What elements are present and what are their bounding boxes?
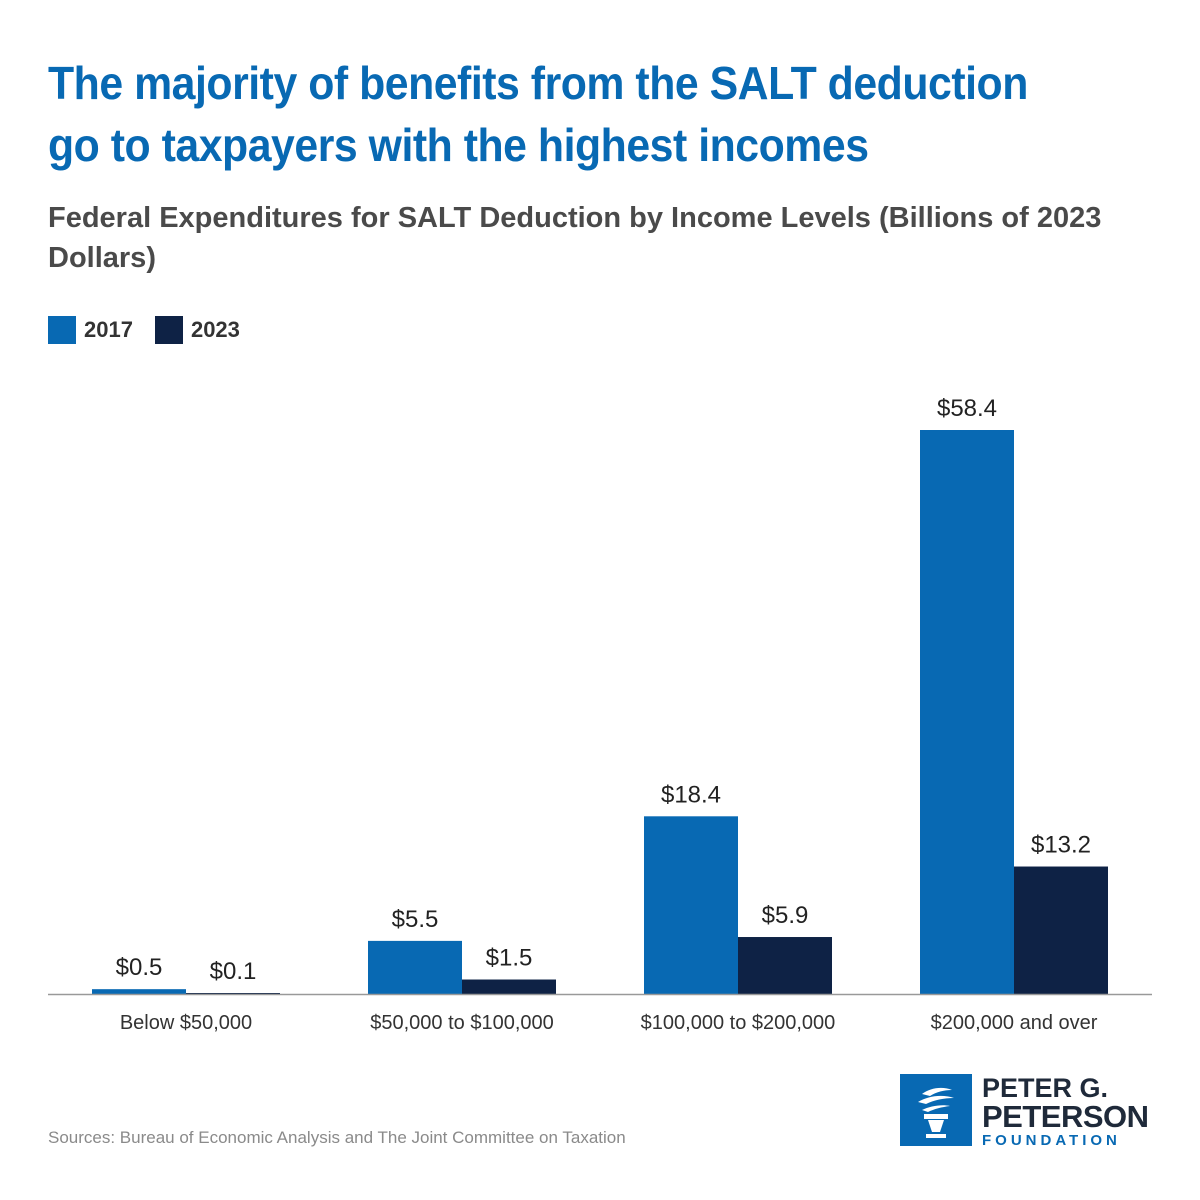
bar-2017-100-000-to-200-000: [644, 816, 738, 994]
bar-2023-50-000-to-100-000: [462, 979, 556, 994]
bar-2023-100-000-to-200-000: [738, 937, 832, 994]
x-tick-label-200-000-and-over: $200,000 and over: [931, 1012, 1098, 1034]
logo-wordmark: PETER G. PETERSON FOUNDATION: [982, 1074, 1162, 1150]
bar-2017-50-000-to-100-000: [368, 940, 462, 994]
bar-chart: $0.5 $5.5 $18.4 $58.4 $0.1 $1.5 $5.9 $13.2 Below…: [48, 395, 1152, 1034]
legend-swatch-2017: [48, 316, 76, 344]
data-label-2017-50-000-to-100-000: $5.5: [392, 906, 439, 933]
chart-subtitle: Federal Expenditures for SALT Deduction …: [48, 202, 1102, 274]
x-tick-label-100-000-to-200-000: $100,000 to $200,000: [641, 1012, 836, 1034]
peterson-logo: PETER G. PETERSON FOUNDATION: [900, 1074, 1160, 1150]
logo-line-2: PETERSON: [982, 1099, 1149, 1134]
legend-item-2017: 2017: [48, 316, 133, 344]
x-tick-label-50-000-to-100-000: $50,000 to $100,000: [370, 1012, 554, 1034]
data-label-2023-200-000-and-over: $13.2: [1031, 832, 1091, 859]
legend-item-2023: 2023: [154, 316, 240, 344]
source-note: Sources: Bureau of Economic Analysis and…: [48, 1128, 626, 1147]
data-label-2017-200-000-and-over: $58.4: [937, 395, 997, 422]
legend-label-2017: 2017: [84, 317, 133, 342]
legend: 2017 2023: [48, 316, 262, 344]
bar-2017-below-50-000: [92, 989, 186, 994]
logo-line-3: FOUNDATION: [982, 1132, 1121, 1149]
bar-2017-200-000-and-over: [920, 430, 1014, 994]
data-label-2023-50-000-to-100-000: $1.5: [486, 945, 533, 972]
bar-2023-200-000-and-over: [1014, 866, 1108, 994]
torch-icon: [900, 1074, 972, 1146]
data-label-2023-100-000-to-200-000: $5.9: [762, 902, 809, 929]
bar-2023-below-50-000: [186, 993, 280, 994]
data-label-2017-below-50-000: $0.5: [116, 954, 163, 981]
legend-label-2023: 2023: [190, 317, 240, 342]
data-label-2023-below-50-000: $0.1: [210, 958, 257, 985]
legend-swatch-2023: [154, 316, 183, 344]
data-label-2017-100-000-to-200-000: $18.4: [661, 781, 721, 808]
logo-line-1: PETER G.: [982, 1073, 1109, 1103]
x-tick-label-below-50-000: Below $50,000: [120, 1012, 252, 1034]
chart-title: The majority of benefits from the SALT d…: [48, 57, 1028, 171]
